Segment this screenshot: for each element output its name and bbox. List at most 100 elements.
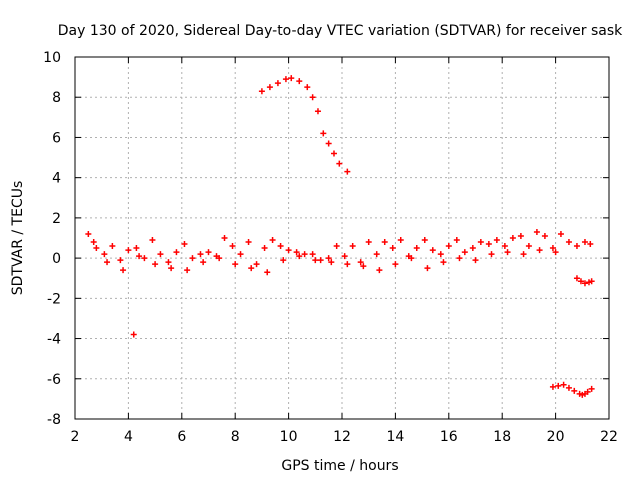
data-point <box>149 237 156 244</box>
data-point <box>245 239 252 246</box>
data-point <box>461 249 468 256</box>
data-point <box>258 88 265 95</box>
data-point <box>357 259 364 266</box>
y-tick-label: 4 <box>52 171 61 187</box>
data-point <box>413 245 420 252</box>
data-point <box>573 243 580 250</box>
data-point <box>341 253 348 260</box>
y-tick-label: -4 <box>47 332 61 348</box>
data-point <box>421 237 428 244</box>
data-point <box>536 247 543 254</box>
y-tick-label: 8 <box>52 90 61 106</box>
x-tick-label: 8 <box>231 429 240 445</box>
data-point <box>517 232 524 239</box>
data-point <box>584 388 591 395</box>
data-point <box>189 255 196 262</box>
data-point <box>581 280 588 287</box>
data-point <box>264 269 271 276</box>
y-tick-label: -2 <box>47 291 61 307</box>
data-point <box>117 257 124 264</box>
data-point <box>429 247 436 254</box>
data-point <box>577 278 584 285</box>
data-point <box>304 84 311 91</box>
data-point <box>581 239 588 246</box>
data-point <box>493 237 500 244</box>
data-point <box>336 160 343 167</box>
x-tick-label: 10 <box>280 429 298 445</box>
x-tick-label: 14 <box>386 429 404 445</box>
series <box>90 239 559 276</box>
data-point <box>205 249 212 256</box>
data-point <box>125 247 132 254</box>
data-point <box>389 245 396 252</box>
data-point <box>381 239 388 246</box>
data-point <box>229 243 236 250</box>
data-point <box>469 245 476 252</box>
data-point <box>325 140 332 147</box>
data-point <box>277 243 284 250</box>
y-tick-label: -8 <box>47 412 61 428</box>
data-point <box>314 108 321 115</box>
data-point <box>541 232 548 239</box>
y-axis-label: SDTVAR / TECUs <box>10 181 26 296</box>
data-point <box>587 241 594 248</box>
data-point <box>288 75 295 82</box>
data-point <box>573 275 580 282</box>
x-tick-label: 6 <box>177 429 186 445</box>
data-point <box>221 235 228 241</box>
x-tick-label: 18 <box>493 429 511 445</box>
data-point <box>133 245 140 252</box>
series <box>130 331 137 338</box>
data-point <box>397 237 404 244</box>
x-axis-label: GPS time / hours <box>281 458 398 474</box>
data-point <box>437 251 444 258</box>
data-point <box>120 267 127 274</box>
data-point <box>101 251 108 258</box>
data-point <box>555 382 562 389</box>
data-point <box>197 251 204 258</box>
y-tick-label: 0 <box>52 251 61 267</box>
data-point <box>549 383 556 390</box>
data-point <box>280 257 287 264</box>
data-point <box>472 257 479 264</box>
series <box>85 228 594 268</box>
data-point <box>392 261 399 268</box>
data-point <box>109 243 116 250</box>
data-point <box>296 78 303 85</box>
data-point <box>360 263 367 270</box>
data-point <box>317 257 324 264</box>
x-tick-label: 16 <box>440 429 458 445</box>
data-point <box>181 241 188 248</box>
data-point <box>261 245 268 252</box>
data-point <box>525 243 532 250</box>
data-point <box>141 255 148 262</box>
data-point <box>456 255 463 262</box>
data-point <box>501 243 508 250</box>
data-point <box>274 80 281 87</box>
series <box>573 275 595 287</box>
x-tick-label: 20 <box>547 429 565 445</box>
data-point <box>373 251 380 258</box>
x-tick-label: 2 <box>71 429 80 445</box>
grid <box>75 57 609 419</box>
data-point <box>165 259 172 266</box>
data-point <box>200 259 207 266</box>
data-point <box>509 235 516 241</box>
data-point <box>216 255 223 262</box>
data-points <box>85 75 595 398</box>
x-tick-label: 4 <box>124 429 133 445</box>
data-point <box>104 259 111 266</box>
data-point <box>408 255 415 262</box>
series <box>549 381 595 398</box>
data-point <box>344 261 351 268</box>
data-point <box>168 265 175 272</box>
data-point <box>173 249 180 256</box>
data-point <box>330 150 337 157</box>
data-point <box>136 253 143 260</box>
data-point <box>477 239 484 246</box>
data-point <box>282 76 289 83</box>
series <box>258 75 351 175</box>
data-point <box>293 249 300 256</box>
data-point <box>309 251 316 258</box>
